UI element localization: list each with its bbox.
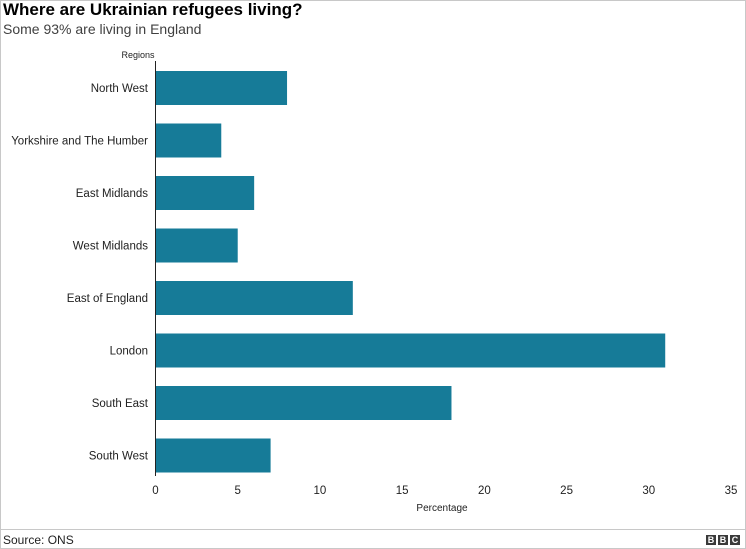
- bbc-logo: B B C: [706, 535, 740, 545]
- bar: [155, 333, 666, 368]
- y-tick-label: Yorkshire and The Humber: [11, 136, 148, 148]
- bar: [155, 176, 255, 210]
- bar: [155, 438, 271, 473]
- y-tick-label: East of England: [67, 293, 148, 305]
- bar: [155, 123, 222, 158]
- x-tick-label: 15: [396, 485, 409, 497]
- x-tick-label: 35: [725, 485, 738, 497]
- bar: [155, 281, 353, 315]
- bar-chart: Regions Percentage North West Yorkshire a…: [11, 50, 737, 514]
- x-tick-labels: 0 5 10 15 20 25 30 35: [152, 485, 737, 497]
- y-tick-label: South East: [92, 398, 149, 410]
- x-axis-label: Percentage: [416, 503, 468, 514]
- y-tick-label: North West: [91, 83, 149, 95]
- footer-divider: [0, 529, 746, 530]
- logo-letter: C: [730, 535, 740, 545]
- x-tick-label: 20: [478, 485, 491, 497]
- x-tick-label: 25: [560, 485, 573, 497]
- y-tick-label: London: [110, 346, 148, 358]
- logo-letter: B: [718, 535, 728, 545]
- chart-subtitle: Some 93% are living in England: [3, 21, 202, 37]
- bars-group: [155, 71, 666, 473]
- y-tick-label: West Midlands: [73, 241, 148, 253]
- logo-letter: B: [706, 535, 716, 545]
- bar: [155, 386, 452, 420]
- y-tick-label: East Midlands: [76, 188, 148, 200]
- chart-title: Where are Ukrainian refugees living?: [3, 0, 303, 19]
- y-axis-label: Regions: [121, 50, 155, 60]
- x-tick-label: 30: [642, 485, 655, 497]
- x-tick-label: 5: [235, 485, 241, 497]
- source-note: Source: ONS: [3, 533, 74, 547]
- bar: [155, 228, 238, 263]
- x-tick-label: 0: [152, 485, 158, 497]
- bar: [155, 71, 288, 105]
- y-tick-label: South West: [89, 451, 149, 463]
- y-tick-labels: North West Yorkshire and The Humber East M…: [11, 83, 149, 463]
- x-tick-label: 10: [314, 485, 327, 497]
